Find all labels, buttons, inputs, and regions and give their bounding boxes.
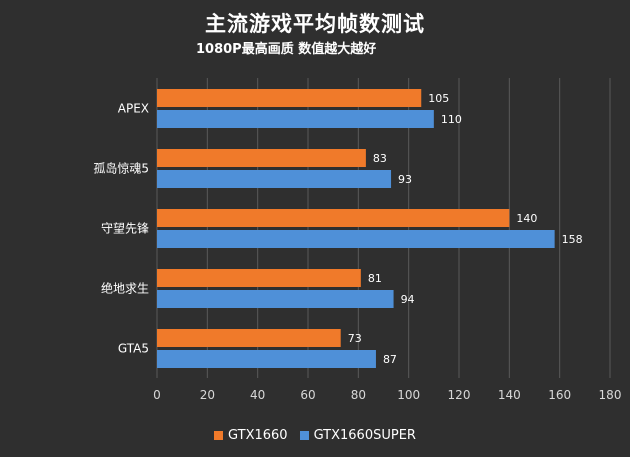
value-label-0-3: 81 (368, 272, 382, 285)
legend-swatch-gtx1660super (299, 431, 309, 440)
x-tick-label-20: 20 (200, 388, 215, 402)
legend-label-gtx1660super: GTX1660SUPER (313, 428, 416, 443)
legend-label-gtx1660: GTX1660 (228, 428, 288, 443)
bar-0-1 (157, 149, 366, 167)
value-label-0-4: 73 (348, 332, 362, 345)
bar-0-0 (157, 89, 422, 107)
x-tick-label-0: 0 (153, 388, 161, 402)
bar-0-4 (157, 329, 341, 347)
chart-subtitle: 1080P最高画质 数值越大越好 (196, 42, 377, 57)
value-label-0-1: 83 (373, 152, 387, 165)
legend-item-gtx1660: GTX1660 (214, 428, 288, 443)
x-tick-label-80: 80 (351, 388, 366, 402)
chart-title: 主流游戏平均帧数测试 (205, 12, 425, 36)
category-label-3: 绝地求生 (101, 281, 149, 296)
bar-1-2 (157, 230, 555, 248)
bar-0-3 (157, 269, 361, 287)
bar-1-0 (157, 110, 434, 128)
legend-swatch-gtx1660 (214, 431, 224, 440)
bar-0-2 (157, 209, 510, 227)
legend: GTX1660 GTX1660SUPER (0, 428, 630, 443)
x-tick-label-100: 100 (397, 388, 420, 402)
bar-1-1 (157, 170, 392, 188)
category-label-0: APEX (118, 102, 149, 116)
legend-item-gtx1660super: GTX1660SUPER (299, 428, 416, 443)
value-label-1-3: 94 (401, 293, 415, 306)
bar-1-3 (157, 290, 394, 308)
value-label-1-0: 110 (441, 113, 462, 126)
value-label-1-1: 93 (398, 173, 412, 186)
x-tick-label-120: 120 (448, 388, 471, 402)
x-tick-label-40: 40 (250, 388, 265, 402)
category-label-4: GTA5 (118, 342, 149, 356)
value-label-0-0: 105 (428, 92, 449, 105)
x-tick-label-160: 160 (548, 388, 571, 402)
bar-1-4 (157, 350, 376, 368)
x-tick-label-60: 60 (300, 388, 315, 402)
value-label-1-2: 158 (562, 233, 583, 246)
category-label-1: 孤岛惊魂5 (93, 161, 149, 176)
value-label-1-4: 87 (383, 353, 397, 366)
value-label-0-2: 140 (516, 212, 537, 225)
category-label-2: 守望先锋 (101, 222, 149, 236)
x-tick-label-180: 180 (599, 388, 622, 402)
x-tick-label-140: 140 (498, 388, 521, 402)
